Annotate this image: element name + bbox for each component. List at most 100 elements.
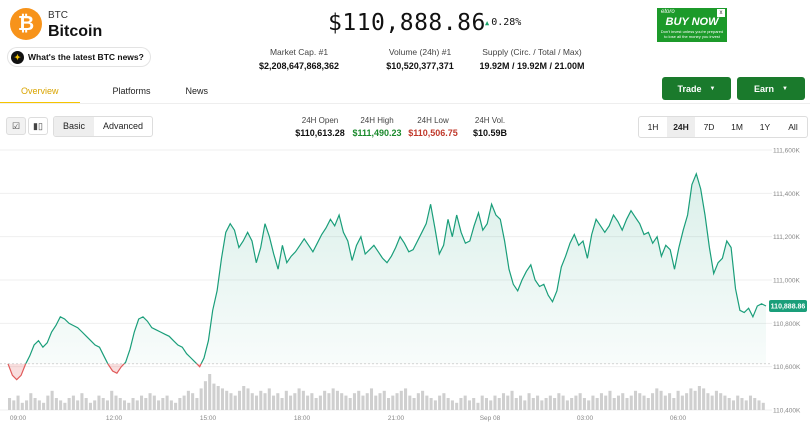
tab-news[interactable]: News [185,86,209,96]
volume-bar [731,400,735,410]
volume-bar [608,390,612,410]
ad-close-icon[interactable]: x [717,9,725,17]
range-1m[interactable]: 1M [731,122,743,132]
x-tick-label: 21:00 [388,415,405,422]
latest-news-button[interactable]: ✦ What's the latest BTC news? [8,48,150,66]
volume-bar [467,400,471,410]
volume-bar [693,390,697,410]
volume-bar [25,400,29,410]
volume-bar [199,388,203,410]
volume-bar [663,395,667,410]
open-label: 24H Open [301,116,339,125]
coin-symbol: BTC [48,10,68,21]
volume-bar [8,398,12,410]
high-label: 24H High [360,116,394,125]
volume-bar [736,395,740,410]
line-chart-toggle-icon[interactable]: ☑ [6,117,26,135]
volume-bar [374,395,378,410]
advanced-mode-button[interactable]: Advanced [103,121,144,131]
ad-fine-print: Don't invest unless you're prepared to l… [660,29,724,39]
volume-bar [685,393,689,410]
volume-bar [220,388,224,410]
chevron-down-icon: ▼ [709,85,716,92]
volume-bars [8,374,765,410]
price-series [0,171,772,381]
volume-bar [289,395,293,410]
volume-bar [318,395,322,410]
up-arrow-icon: ▲ [485,18,490,27]
volume-bar [761,402,765,410]
range-all[interactable]: All [788,122,798,132]
volume-bar [629,395,633,410]
volume-bar [676,390,680,410]
volume-bar [293,393,297,410]
y-tick-label: 111,000K [773,278,801,285]
volume-bar [587,400,591,410]
volume-bar [553,398,557,410]
ad-brand: etoro [661,9,675,15]
range-7d[interactable]: 7D [703,122,715,132]
volume-bar [157,400,161,410]
x-tick-label: 06:00 [670,415,687,422]
volume-bar [484,398,489,410]
volume-bar [753,398,757,410]
volume-bar [476,402,480,410]
price-change: ▲ 0.28% [485,17,521,28]
volume-bar [174,402,178,410]
volume-bar [404,388,408,410]
range-1y[interactable]: 1Y [759,122,771,132]
price-chart[interactable]: 111,600K 111,400K 111,200K 111,000K 110,800K… [0,142,810,424]
volume-bar [178,398,182,410]
volume-bar [63,402,67,410]
volume-bar [612,398,616,410]
tabs-divider [0,103,810,104]
x-axis: 09:00 12:00 15:00 18:00 21:00 Sep 08 03:00 06:0… [10,415,687,422]
volume-bar [425,395,429,410]
volume-bar [212,383,216,410]
volume-bar [76,400,80,410]
volume-bar [450,400,454,410]
low-value: $110,506.75 [408,128,458,138]
volume-bar [706,393,710,410]
volume-bar [263,393,267,410]
volume-bar [582,398,586,410]
volume-bar [114,395,118,410]
volume-bar [191,393,195,410]
volume-bar [429,398,433,410]
range-1h[interactable]: 1H [647,122,659,132]
volume-bar [259,390,263,410]
volume-bar [233,395,237,410]
volume-bar [340,393,344,410]
basic-mode-button[interactable]: Basic [54,117,95,136]
volume-bar [523,400,527,410]
volume-bar [416,393,420,410]
market-cap-label: Market Cap. #1 [269,47,329,57]
volume-bar [54,398,58,410]
volume-bar [144,398,148,410]
volume-bar [284,390,288,410]
volume-label: Volume (24h) #1 [388,47,452,57]
volume-bar [651,393,655,410]
y-tick-label: 110,400K [773,408,801,415]
volume-bar [331,388,335,410]
tab-overview[interactable]: Overview [0,80,80,104]
volume-bar [323,390,327,410]
etoro-ad-banner[interactable]: etoro x BUY NOW Don't invest unless you'… [657,8,727,42]
volume-bar [714,390,718,410]
volume-bar [659,390,663,410]
tab-platforms[interactable]: Platforms [112,86,151,96]
trade-button[interactable]: Trade ▼ [662,77,731,100]
volume-bar [438,395,442,410]
volume-bar [335,390,339,410]
volume-bar [37,400,41,410]
volume-bar [595,398,599,410]
volume-bar [689,388,693,410]
candlestick-toggle-icon[interactable]: ▮▯ [28,117,48,135]
volume-bar [740,398,744,410]
earn-button[interactable]: Earn ▼ [737,77,805,100]
volume-bar [433,400,437,410]
volume-bar [536,395,540,410]
volume-bar [237,390,242,410]
range-24h[interactable]: 24H [667,117,695,137]
volume-bar [301,390,305,410]
